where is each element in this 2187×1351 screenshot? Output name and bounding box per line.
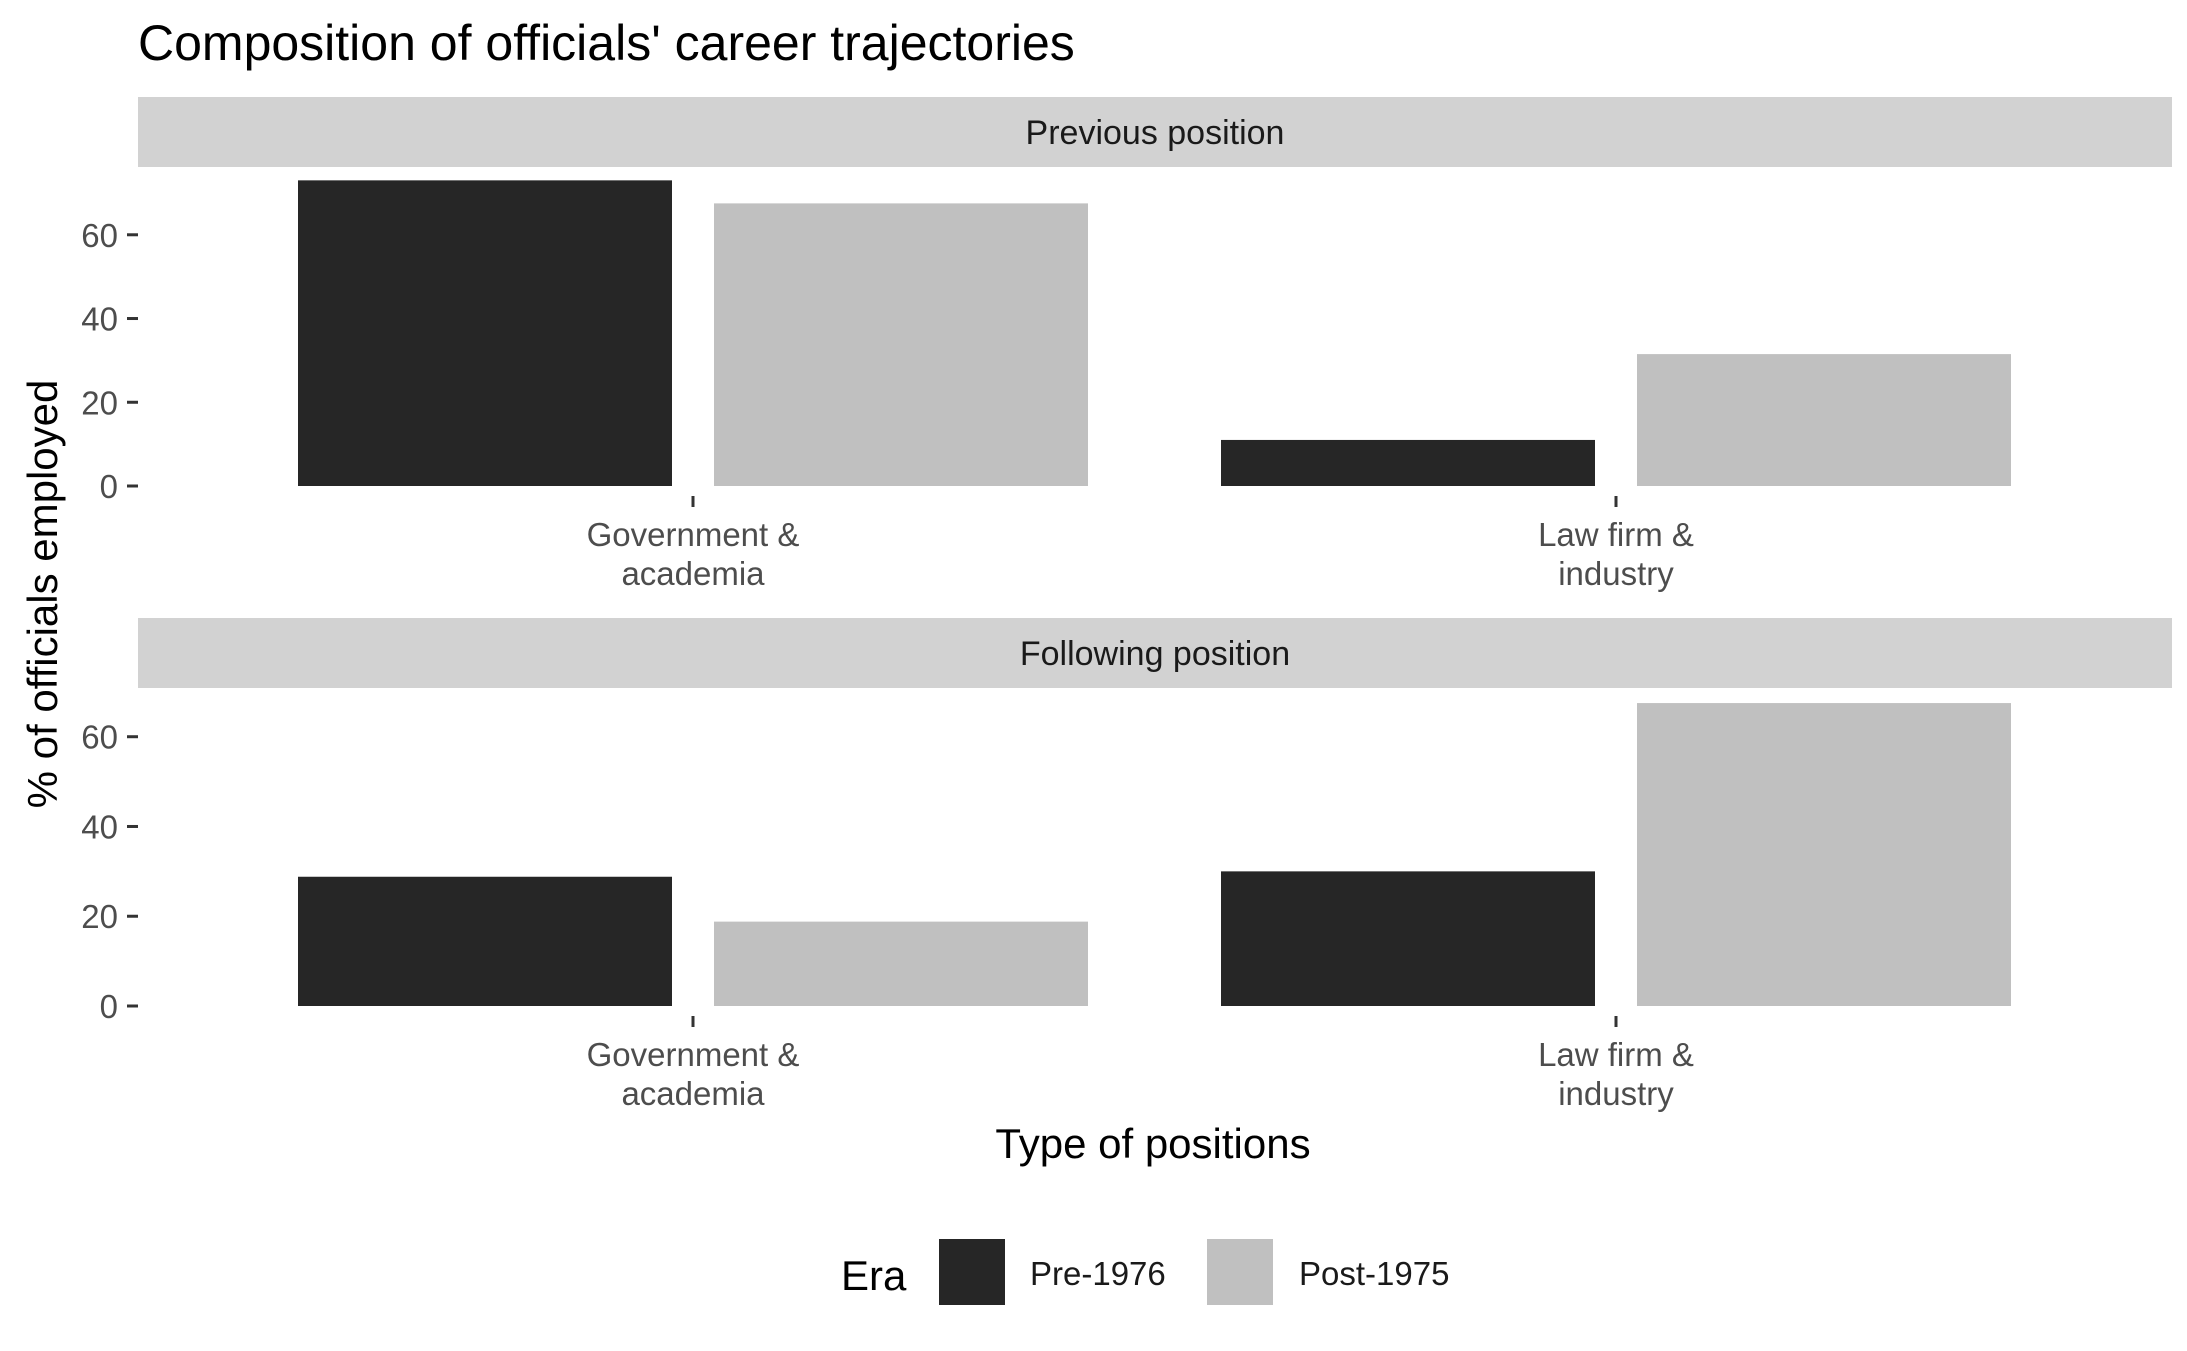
- x-tick-label: Government & academia: [587, 1036, 800, 1112]
- bar-pre-1976-2: [1221, 871, 1595, 1006]
- y-axis-title: % of officials employed: [19, 380, 66, 809]
- bar-post-1975-2: [1637, 703, 2011, 1006]
- y-tick-label: 40: [81, 808, 118, 845]
- y-tick-label: 20: [81, 384, 118, 421]
- bar-post-1975-1: [714, 921, 1088, 1006]
- facet-panels: Previous position 0 20 40 60 Government & acad…: [81, 97, 2172, 1112]
- chart-title: Composition of officials' career traject…: [138, 15, 1075, 71]
- y-tick-label: 40: [81, 301, 118, 338]
- x-tick-label: Law firm & industry: [1538, 516, 1694, 592]
- legend-title: Era: [841, 1252, 907, 1299]
- legend-swatch-post-1975: [1205, 1237, 1275, 1307]
- x-tick-label: Government & academia: [587, 516, 800, 592]
- facet-strip-label: Following position: [1020, 635, 1290, 673]
- legend-label-post-1975: Post-1975: [1299, 1255, 1449, 1292]
- facet-strip: [138, 97, 2172, 167]
- legend: Era Pre-1976 Post-1975: [841, 1237, 1449, 1307]
- facet-strip: [138, 618, 2172, 688]
- y-tick-label: 60: [81, 719, 118, 756]
- legend-swatch-pre-1976: [937, 1237, 1007, 1307]
- x-axis-title: Type of positions: [995, 1120, 1310, 1167]
- legend-label-pre-1976: Pre-1976: [1030, 1255, 1166, 1292]
- facet-panel-1: Previous position 0 20 40 60 Government & acad…: [81, 97, 2172, 592]
- y-tick-label: 0: [100, 988, 118, 1025]
- bar-pre-1976-2: [1221, 439, 1595, 486]
- facet-panel-2: Following position 0 20 40 60 Government & aca…: [81, 618, 2172, 1112]
- y-tick-label: 20: [81, 898, 118, 935]
- bar-post-1975-1: [714, 203, 1088, 486]
- bar-post-1975-2: [1637, 354, 2011, 486]
- y-tick-label: 60: [81, 217, 118, 254]
- bar-pre-1976-1: [298, 180, 672, 486]
- y-tick-label: 0: [100, 468, 118, 505]
- facet-strip-label: Previous position: [1026, 114, 1285, 152]
- x-tick-label: Law firm & industry: [1538, 1036, 1694, 1112]
- bar-pre-1976-1: [298, 876, 672, 1006]
